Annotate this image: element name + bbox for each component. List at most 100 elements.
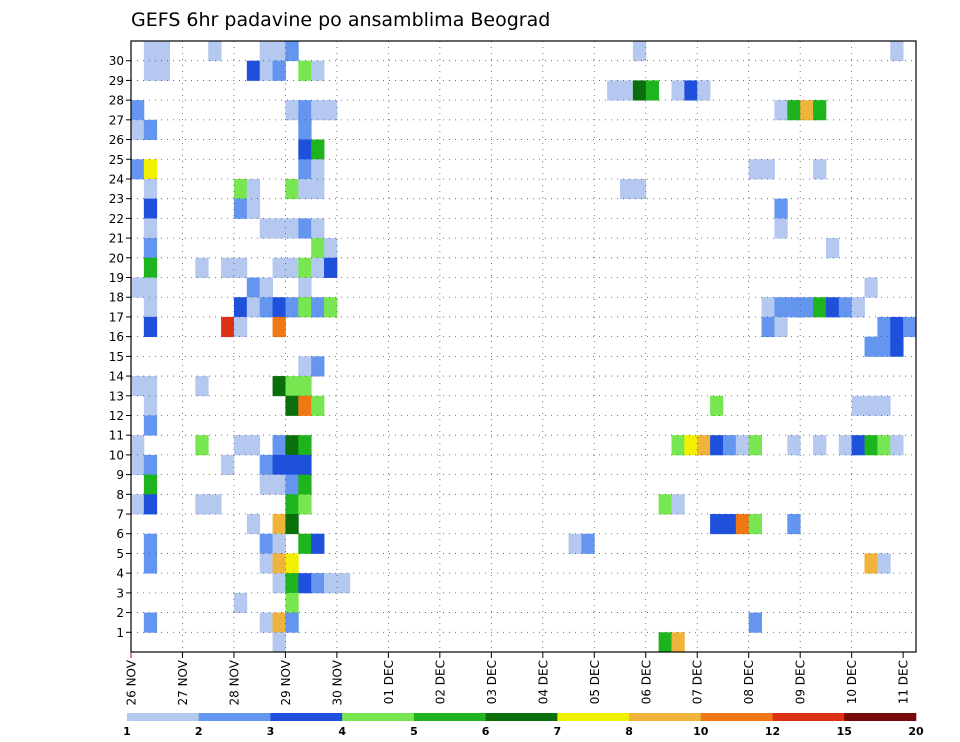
colorbar-legend: 1 2 3 4 5 6 7 8 10 12 15 20	[123, 713, 924, 738]
plot-frame	[130, 40, 917, 653]
heatmap-cell	[131, 376, 145, 397]
colorbar-segment	[700, 713, 773, 721]
heatmap-cell	[813, 159, 827, 180]
x-tick-label: 05 DEC	[588, 660, 602, 704]
heatmap-cell	[143, 297, 158, 318]
heatmap-cell	[143, 316, 158, 338]
y-tick-label: 24	[109, 172, 124, 186]
colorbar-segment	[485, 713, 558, 721]
heatmap-cell	[697, 80, 711, 101]
heatmap-cell	[697, 435, 711, 456]
heatmap-cell	[131, 454, 145, 476]
heatmap-cell	[298, 435, 312, 456]
heatmap-cell	[890, 435, 904, 456]
heatmap-cell	[143, 277, 158, 298]
heatmap-cell	[272, 316, 286, 338]
colorbar-label: 12	[765, 725, 780, 738]
heatmap-cell	[632, 41, 647, 62]
heatmap-cell	[246, 277, 261, 298]
heatmap-cell	[285, 514, 299, 535]
heatmap-cell	[710, 435, 724, 456]
heatmap-cell	[800, 100, 814, 121]
heatmap-cell	[298, 454, 312, 476]
heatmap-cell	[272, 612, 286, 633]
heatmap-cell	[298, 60, 312, 81]
heatmap-cell	[143, 60, 158, 81]
heatmap-cell	[285, 41, 299, 62]
heatmap-cell	[298, 139, 312, 160]
heatmap-cell	[143, 238, 158, 259]
heatmap-cell	[851, 395, 865, 416]
heatmap-cell	[311, 139, 325, 160]
heatmap-cell	[143, 376, 158, 397]
heatmap-cell	[272, 41, 286, 62]
heatmap-cell	[246, 514, 261, 535]
heatmap-cell	[684, 435, 698, 456]
heatmap-cell	[272, 257, 286, 278]
colorbar-label: 4	[338, 725, 346, 738]
colorbar-label: 3	[267, 725, 275, 738]
heatmap-cell	[632, 178, 647, 200]
heatmap-cell	[877, 316, 891, 338]
y-tick-label: 6	[116, 527, 124, 541]
heatmap-cell	[671, 494, 685, 515]
heatmap-cell	[735, 514, 750, 535]
heatmap-cell	[851, 435, 865, 456]
heatmap-cell	[311, 257, 325, 278]
x-tick-label: 27 NOV	[176, 659, 190, 705]
heatmap-cell	[285, 573, 299, 594]
colorbar-label: 6	[482, 725, 490, 738]
heatmap-cell	[787, 435, 801, 456]
y-tick-label: 16	[109, 330, 124, 344]
heatmap-cell	[195, 376, 209, 397]
heatmap-cell	[658, 632, 672, 653]
colorbar-label: 10	[693, 725, 709, 738]
heatmap-cell	[298, 119, 312, 140]
heatmap-cell	[311, 238, 325, 259]
heatmap-cell	[298, 218, 312, 239]
heatmap-cell	[233, 178, 248, 200]
y-tick-label: 15	[109, 350, 124, 364]
heatmap-cell	[272, 435, 286, 456]
heatmap-cell	[298, 178, 312, 200]
grid-lines	[131, 41, 916, 652]
heatmap-cell	[272, 376, 286, 397]
x-tick-label: 07 DEC	[691, 660, 705, 704]
heatmap-cell	[143, 454, 158, 476]
heatmap-cell	[143, 198, 158, 219]
heatmap-cell	[710, 395, 724, 416]
heatmap-cell	[143, 533, 158, 554]
heatmap-cell	[877, 553, 891, 574]
y-tick-label: 11	[109, 429, 124, 443]
heatmap-cell	[272, 573, 286, 594]
y-tick-label: 23	[109, 192, 124, 206]
heatmap-cell	[195, 435, 209, 456]
heatmap-cell	[298, 297, 312, 318]
y-tick-label: 3	[116, 586, 124, 600]
heatmap-cell	[311, 159, 325, 180]
heatmap-cell	[143, 41, 158, 62]
y-tick-label: 20	[109, 251, 124, 265]
heatmap-cell	[581, 533, 595, 554]
heatmap-cell	[645, 80, 660, 101]
heatmap-cell	[787, 514, 801, 535]
colorbar-segment	[772, 713, 845, 721]
heatmap-cell	[272, 533, 286, 554]
heatmap-cell	[233, 316, 248, 338]
heatmap-cell	[285, 474, 299, 495]
heatmap-cell	[851, 297, 865, 318]
heatmap-cell	[298, 474, 312, 495]
colorbar-label: 7	[554, 725, 562, 738]
heatmap-cell	[710, 514, 724, 535]
x-axis-dates: 26 NOV 27 NOV 28 NOV 29 NOV 30 NOV 01 DEC 02 D…	[125, 652, 911, 706]
heatmap-cell	[285, 395, 299, 416]
chart-title: GEFS 6hr padavine po ansamblima Beograd	[131, 9, 550, 31]
heatmap-cell	[208, 494, 222, 515]
heatmap-cell	[774, 297, 788, 318]
colorbar-segment	[844, 713, 917, 721]
heatmap-cell	[298, 573, 312, 594]
heatmap-cell	[568, 533, 582, 554]
heatmap-cell	[748, 514, 762, 535]
heatmap-cell	[864, 277, 878, 298]
y-tick-label: 5	[116, 547, 124, 561]
